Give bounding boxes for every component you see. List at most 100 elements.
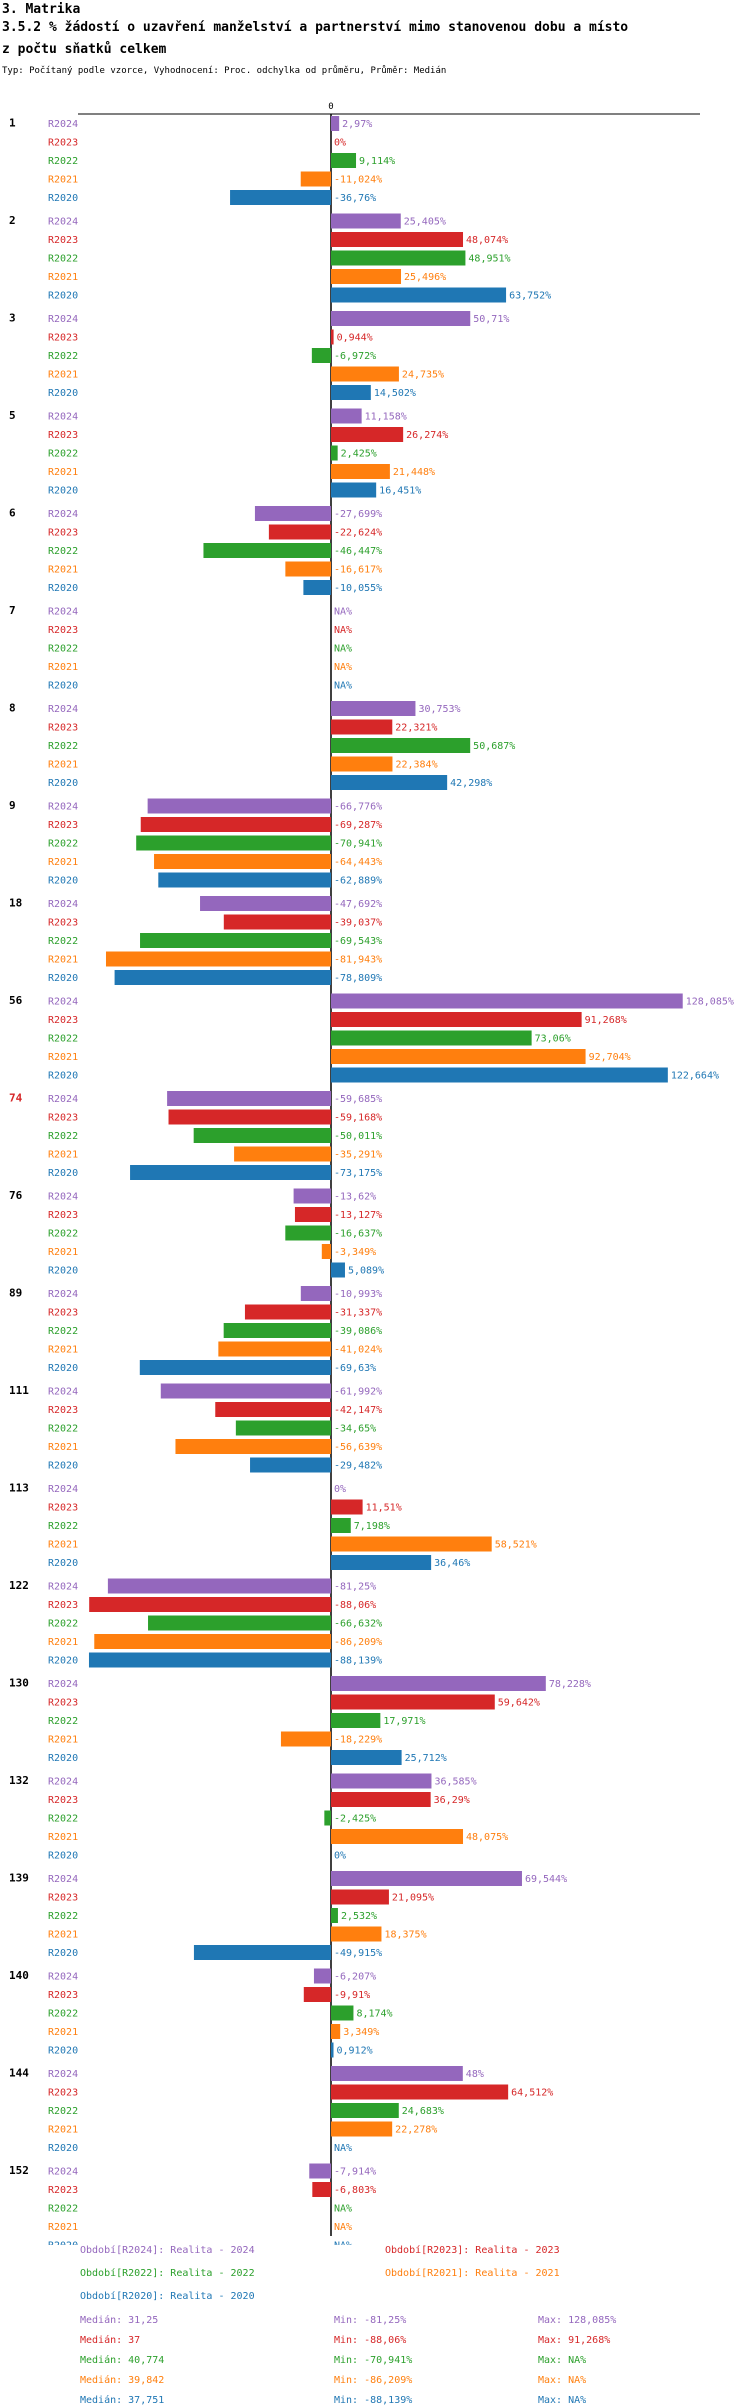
bar [148, 1615, 331, 1631]
series-label: R2022 [48, 546, 78, 557]
series-label: R2021 [48, 1735, 78, 1746]
value-label: 59,642% [498, 1698, 540, 1709]
series-label: R2024 [48, 1289, 78, 1300]
series-label: R2020 [48, 1656, 78, 1667]
value-label: 25,712% [405, 1753, 447, 1764]
value-label: 78,228% [549, 1679, 591, 1690]
series-label: R2020 [48, 1948, 78, 1959]
group-label: 56 [9, 994, 23, 1007]
value-label: 18,375% [384, 1930, 426, 1941]
bar [312, 2182, 331, 2197]
series-label: R2021 [48, 272, 78, 283]
legend-entry: Období[R2021]: Realita - 2021 [385, 2268, 560, 2279]
series-label: R2022 [48, 1814, 78, 1825]
bar [331, 1676, 546, 1691]
value-label: 7,198% [354, 1521, 390, 1532]
series-label: R2020 [48, 1461, 78, 1472]
bar [114, 970, 331, 985]
bar [331, 1750, 402, 1765]
group-label: 18 [9, 897, 22, 910]
value-label: -31,337% [334, 1308, 382, 1319]
bar [154, 854, 331, 869]
bar-chart: 0 1 R2024 2,97% R2023 0% R2022 9,114% R2021 -11,0… [9, 102, 734, 2245]
bar [160, 1383, 331, 1399]
group-label: 76 [9, 1189, 23, 1202]
value-label: -81,25% [334, 1582, 376, 1593]
series-label: R2023 [48, 528, 78, 539]
value-label: 11,51% [366, 1503, 402, 1514]
value-label: 14,502% [374, 388, 416, 399]
legend-min: Min: -88,139% [334, 2395, 413, 2406]
value-label: 26,274% [406, 430, 448, 441]
bar [300, 171, 331, 187]
value-label: 17,971% [383, 1716, 425, 1727]
bar [331, 213, 401, 229]
series-label: R2021 [48, 2125, 78, 2136]
series-label: R2022 [48, 1424, 78, 1435]
bar [331, 756, 393, 772]
group-label: 152 [9, 2164, 29, 2177]
series-label: R2024 [48, 2167, 78, 2178]
series-label: R2024 [48, 1582, 78, 1593]
value-label: 0% [334, 1851, 346, 1862]
value-label: -13,127% [334, 1210, 382, 1221]
series-label: R2020 [48, 973, 78, 984]
value-label: 0% [334, 1484, 346, 1495]
value-label: -36,76% [334, 193, 376, 204]
bar [331, 2024, 341, 2039]
series-label: R2021 [48, 1832, 78, 1843]
series-label: R2023 [48, 1015, 78, 1026]
group-label: 3 [9, 312, 16, 325]
bar [331, 1049, 586, 1064]
value-label: 69,544% [525, 1874, 567, 1885]
series-label: R2023 [48, 1308, 78, 1319]
value-label: -6,803% [334, 2185, 376, 2196]
bar [331, 2103, 399, 2118]
section-heading: 3. Matrika [2, 2, 81, 17]
bar [331, 719, 393, 735]
value-label: 11,158% [365, 412, 407, 423]
series-label: R2023 [48, 1210, 78, 1221]
group-label: 5 [9, 409, 16, 422]
value-label: 48,951% [468, 254, 510, 265]
series-label: R2024 [48, 314, 78, 325]
series-label: R2023 [48, 2088, 78, 2099]
value-label: -66,776% [334, 802, 382, 813]
bar [331, 2121, 393, 2137]
group-label: 8 [9, 702, 16, 715]
bar [223, 914, 331, 930]
group-label: 139 [9, 1872, 29, 1885]
bar [331, 1518, 351, 1533]
series-label: R2023 [48, 333, 78, 344]
bar [331, 738, 471, 753]
bar [303, 580, 331, 595]
series-label: R2024 [48, 412, 78, 423]
bar [331, 482, 377, 498]
value-label: 24,735% [402, 370, 444, 381]
value-label: 9,114% [359, 156, 395, 167]
bar [331, 701, 416, 716]
series-label: R2021 [48, 1540, 78, 1551]
bar [215, 1402, 331, 1417]
legend-entry: Období[R2020]: Realita - 2020 [80, 2291, 255, 2302]
series-label: R2022 [48, 1911, 78, 1922]
bar [331, 2042, 334, 2058]
value-label: -49,915% [334, 1948, 382, 1959]
bar [147, 798, 331, 814]
chart-title-line2: z počtu sňatků celkem [2, 42, 167, 57]
series-label: R2020 [48, 2143, 78, 2154]
bar [140, 817, 331, 832]
series-label: R2024 [48, 1874, 78, 1885]
chart-title-line1: 3.5.2 % žádostí o uzavření manželství a … [2, 20, 629, 35]
bar [230, 190, 331, 205]
bar [167, 1091, 331, 1106]
value-label: -50,011% [334, 1131, 382, 1142]
series-label: R2021 [48, 662, 78, 673]
legend-min: Min: -70,941% [334, 2355, 413, 2366]
series-label: R2024 [48, 704, 78, 715]
bar [223, 1323, 331, 1338]
bar [331, 366, 399, 382]
value-label: -41,024% [334, 1345, 382, 1356]
value-label: -16,617% [334, 565, 382, 576]
series-label: R2021 [48, 1930, 78, 1941]
